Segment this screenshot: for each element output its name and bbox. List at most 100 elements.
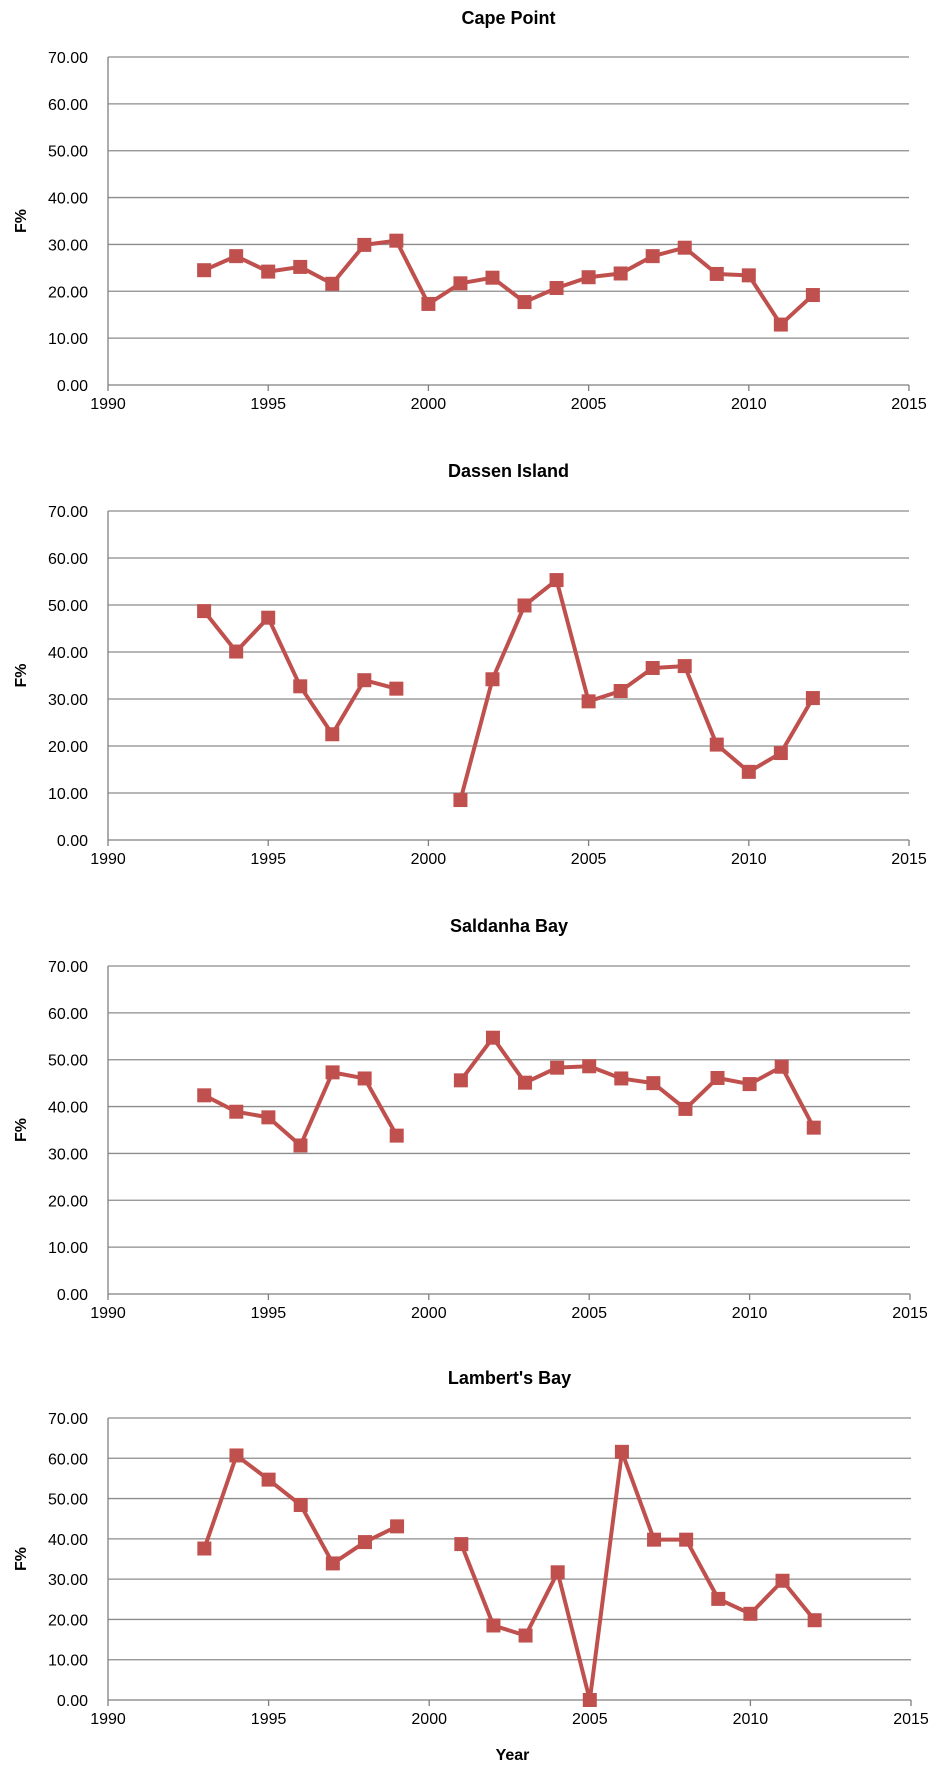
- data-point-marker: [709, 737, 724, 752]
- data-point-marker: [293, 1498, 308, 1513]
- y-tick-label: 30.00: [48, 1572, 88, 1589]
- data-point-marker: [357, 1535, 372, 1550]
- data-point-marker: [741, 764, 756, 779]
- data-point-marker: [550, 1060, 565, 1075]
- y-axis-label: F%: [13, 209, 30, 233]
- y-tick-label: 40.00: [48, 1100, 88, 1117]
- data-point-marker: [773, 317, 788, 332]
- y-tick-label: 50.00: [48, 1492, 88, 1509]
- data-point-marker: [806, 1120, 821, 1135]
- data-point-marker: [581, 270, 596, 285]
- data-point-marker: [325, 1065, 340, 1080]
- data-point-marker: [485, 672, 500, 687]
- y-tick-label: 30.00: [48, 692, 88, 709]
- x-tick-label: 2000: [411, 396, 447, 413]
- x-tick-label: 2010: [731, 396, 767, 413]
- chart-panel-2: 0.00 10.00 20.00 30.00 40.00 50.00 60.00 70.00 1…: [13, 461, 927, 868]
- y-tick-label: 70.00: [48, 959, 88, 976]
- data-point-marker: [357, 673, 372, 688]
- y-tick-label: 40.00: [48, 645, 88, 662]
- x-tick-label: 2010: [731, 851, 767, 868]
- data-point-marker: [742, 1077, 757, 1092]
- data-point-marker: [261, 1472, 276, 1487]
- y-tick-label: 20.00: [48, 284, 88, 301]
- x-tick-label: 1995: [251, 1305, 287, 1322]
- data-point-marker: [390, 1519, 405, 1534]
- x-tick-label: 2015: [891, 851, 927, 868]
- y-tick-label: 20.00: [48, 739, 88, 756]
- data-point-marker: [645, 660, 660, 675]
- data-point-marker: [518, 1075, 533, 1090]
- data-point-marker: [454, 1537, 469, 1552]
- y-tick-label: 60.00: [48, 551, 88, 568]
- y-tick-label: 10.00: [48, 786, 88, 803]
- y-tick-label: 60.00: [48, 97, 88, 114]
- y-tick-label: 10.00: [48, 331, 88, 348]
- y-tick-label: 50.00: [48, 598, 88, 615]
- data-point-marker: [325, 727, 340, 742]
- x-tick-label: 2010: [732, 1305, 768, 1322]
- data-point-marker: [453, 1073, 468, 1088]
- data-point-marker: [807, 1613, 822, 1628]
- y-tick-label: 0.00: [57, 1693, 88, 1710]
- data-point-marker: [229, 1448, 244, 1463]
- y-tick-label: 40.00: [48, 191, 88, 208]
- data-point-marker: [389, 1128, 404, 1143]
- data-point-marker: [710, 1070, 725, 1085]
- x-tick-label: 2015: [891, 396, 927, 413]
- chart-title: Saldanha Bay: [450, 916, 568, 936]
- chart-title: Dassen Island: [448, 461, 569, 481]
- series-line: [202, 609, 397, 737]
- x-tick-label: 2005: [571, 1305, 607, 1322]
- data-point-marker: [518, 1628, 533, 1643]
- data-point-marker: [229, 1104, 244, 1119]
- y-tick-label: 70.00: [48, 50, 88, 67]
- x-tick-label: 2015: [893, 1711, 929, 1728]
- y-tick-label: 0.00: [57, 378, 88, 395]
- chart-title: Cape Point: [461, 8, 555, 28]
- data-point-marker: [293, 679, 308, 694]
- data-point-marker: [197, 263, 212, 278]
- chart-title: Lambert's Bay: [448, 1368, 571, 1388]
- x-tick-label: 2010: [733, 1711, 769, 1728]
- data-point-marker: [805, 691, 820, 706]
- series-line: [459, 1449, 817, 1702]
- data-point-marker: [261, 1110, 276, 1125]
- x-tick-label: 1990: [90, 396, 126, 413]
- series-line: [459, 1035, 816, 1129]
- data-point-marker: [614, 1444, 629, 1459]
- data-point-marker: [709, 266, 724, 281]
- data-point-marker: [197, 604, 212, 619]
- data-point-marker: [645, 249, 660, 264]
- data-point-marker: [485, 1030, 500, 1045]
- data-point-marker: [261, 610, 276, 625]
- data-point-marker: [357, 237, 372, 252]
- y-axis-label: F%: [13, 1547, 30, 1571]
- x-tick-label: 1995: [250, 851, 286, 868]
- data-point-marker: [647, 1532, 662, 1547]
- data-point-marker: [517, 598, 532, 613]
- chart-panel-3: 0.00 10.00 20.00 30.00 40.00 50.00 60.00 70.00 1…: [13, 916, 928, 1322]
- data-point-marker: [549, 573, 564, 588]
- data-point-marker: [613, 266, 628, 281]
- data-point-marker: [711, 1591, 726, 1606]
- x-tick-label: 2015: [892, 1305, 928, 1322]
- data-point-marker: [197, 1541, 212, 1556]
- series-line: [458, 578, 815, 801]
- y-tick-label: 60.00: [48, 1451, 88, 1468]
- series-line: [203, 238, 815, 327]
- data-point-marker: [677, 659, 692, 674]
- data-point-marker: [453, 276, 468, 291]
- y-tick-label: 0.00: [57, 1287, 88, 1304]
- x-tick-label: 1990: [90, 1305, 126, 1322]
- x-axis-label: Year: [496, 1747, 530, 1764]
- data-point-marker: [229, 249, 244, 264]
- y-tick-label: 30.00: [48, 237, 88, 254]
- data-point-marker: [743, 1606, 758, 1621]
- data-point-marker: [775, 1573, 790, 1588]
- y-tick-label: 70.00: [48, 1411, 88, 1428]
- data-point-marker: [741, 268, 756, 283]
- y-tick-label: 60.00: [48, 1006, 88, 1023]
- y-tick-label: 70.00: [48, 504, 88, 521]
